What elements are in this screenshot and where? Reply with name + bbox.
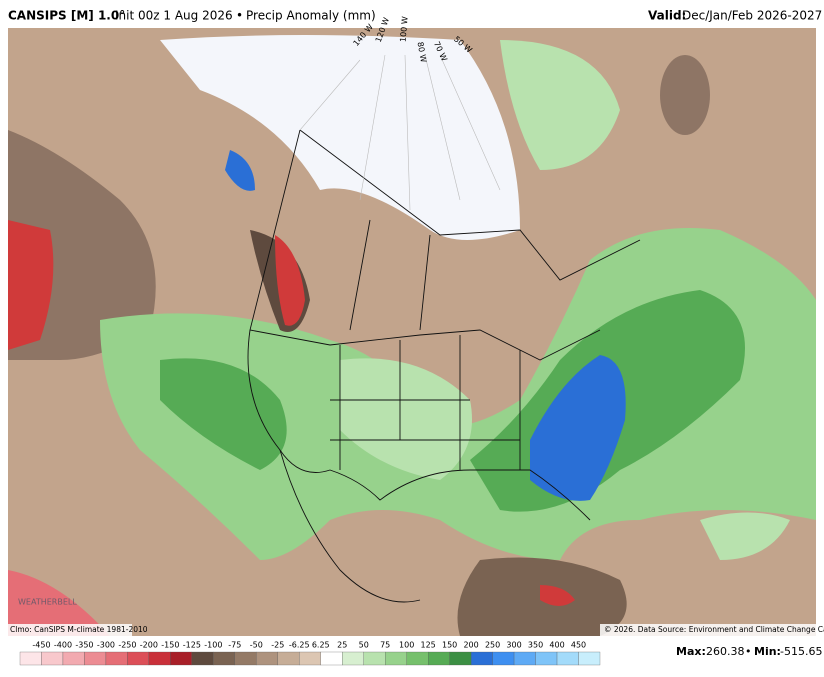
colorbar-swatch [256, 651, 278, 666]
colorbar-label: -50 [250, 641, 263, 650]
colorbar-swatch [62, 651, 85, 666]
colorbar-swatch [84, 651, 107, 666]
anomaly-area [500, 40, 620, 170]
colorbar-label: 75 [380, 641, 390, 650]
anomaly-area [340, 358, 472, 480]
border-line [247, 329, 591, 521]
colorbar-swatch [513, 651, 536, 666]
borders [247, 129, 641, 603]
anomaly-area [700, 512, 790, 560]
map: 140 W 120 W 100 W 80 W 70 W 50 W WEATHER… [8, 16, 824, 636]
colorbar-swatch [385, 651, 407, 666]
valid-label: Valid: [648, 9, 686, 23]
colorbar-label: -350 [75, 641, 93, 650]
colorbar-label: 25 [337, 641, 347, 650]
copyright: © 2026. Data Source: Environment and Cli… [604, 625, 824, 634]
climo: Clmo: CanSIPS M-climate 1981-2010 [10, 625, 148, 634]
colorbar-swatch [449, 651, 472, 666]
anomaly-area [225, 150, 255, 191]
anomaly-area [160, 35, 520, 240]
graticule [299, 54, 501, 211]
bullet: • [236, 9, 243, 23]
colorbar-label: 50 [359, 641, 369, 650]
climo-box [8, 624, 132, 636]
colorbar-swatch [427, 651, 450, 666]
colorbar-swatch [170, 651, 193, 666]
colorbar-label: -300 [97, 641, 115, 650]
colorbar-label: -450 [32, 641, 50, 650]
colorbar-label: -200 [140, 641, 158, 650]
colorbar-label: 6.25 [312, 641, 330, 650]
field: Precip Anomaly (mm) [246, 9, 376, 23]
colorbar-swatch [492, 651, 515, 666]
colorbar-label: -100 [204, 641, 222, 650]
colorbar-label: -150 [161, 641, 179, 650]
colorbar-swatch [363, 651, 386, 666]
copyright-box [600, 624, 816, 636]
colorbar-label: 400 [549, 641, 564, 650]
logo: WEATHERBELL [18, 598, 77, 607]
colorbar-label: -400 [54, 641, 72, 650]
colorbar-swatch [535, 651, 558, 666]
anomaly-area [275, 235, 305, 326]
colorbar-swatch [578, 651, 601, 666]
colorbar-label: -125 [183, 641, 201, 650]
max-label: Max: [676, 645, 706, 658]
colorbar: -450 -400 -350 -300 -250 -200 -150 -125 -100 -75-… [19, 641, 601, 666]
colorbar-swatch [127, 651, 150, 666]
min: -515.65 [780, 645, 822, 658]
anomaly-area [540, 585, 575, 606]
valid: Dec/Jan/Feb 2026-2027 [682, 9, 822, 23]
border-line [330, 335, 521, 470]
border-line [279, 449, 421, 603]
anomaly-area [660, 55, 710, 135]
colorbar-swatch [19, 651, 42, 666]
colorbar-label: 150 [442, 641, 457, 650]
colorbar-label: -75 [228, 641, 241, 650]
colorbar-swatch [342, 651, 364, 666]
anomaly-area [160, 358, 287, 470]
colorbar-label: 300 [506, 641, 521, 650]
colorbar-swatch [191, 651, 214, 666]
border-line [349, 219, 431, 331]
colorbar-swatch [556, 651, 579, 666]
colorbar-label: 125 [421, 641, 436, 650]
border-line [299, 129, 641, 281]
colorbar-swatch [406, 651, 429, 666]
colorbar-swatch [234, 651, 257, 666]
max: 260.38 [706, 645, 745, 658]
colorbar-swatch [470, 651, 493, 666]
init: Init 00z 1 Aug 2026 [115, 9, 233, 23]
colorbar-label: -250 [118, 641, 136, 650]
colorbar-label: 100 [399, 641, 414, 650]
separator: • [745, 645, 752, 658]
colorbar-swatch [148, 651, 171, 666]
colorbar-swatch [41, 651, 64, 666]
colorbar-label: 250 [485, 641, 500, 650]
anomaly-area [8, 220, 54, 350]
colorbar-swatch [299, 651, 321, 666]
colorbar-swatch [213, 651, 235, 666]
longitude-label: 100 W [399, 16, 410, 42]
colorbar-label: 200 [463, 641, 478, 650]
colorbar-swatch [320, 651, 343, 666]
colorbar-label: 350 [528, 641, 543, 650]
colorbar-swatch [105, 651, 128, 666]
anomaly-area [530, 355, 626, 501]
graticule-line [299, 54, 501, 211]
colorbar-label: -25 [271, 641, 284, 650]
colorbar-label: 450 [571, 641, 586, 650]
min-label: Min: [754, 645, 781, 658]
longitude-label: 80 W [416, 41, 428, 63]
colorbar-label: -6.25 [289, 641, 310, 650]
title: CANSIPS [M] 1.0° [8, 9, 125, 23]
anomaly-area [8, 570, 110, 636]
colorbar-swatch [277, 651, 300, 666]
